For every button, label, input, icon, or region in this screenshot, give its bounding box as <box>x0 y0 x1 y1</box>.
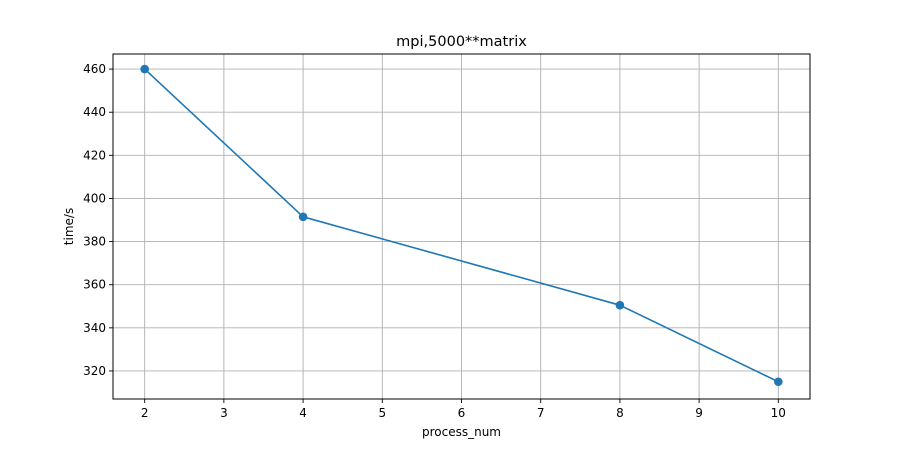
y-tick-label: 420 <box>83 148 106 162</box>
x-tick-label: 6 <box>458 406 466 420</box>
x-tick-label: 7 <box>537 406 545 420</box>
y-tick-label: 460 <box>83 62 106 76</box>
grid-lines <box>113 54 810 399</box>
plot-frame <box>112 53 811 400</box>
data-series <box>140 64 783 387</box>
y-tick-label: 320 <box>83 364 106 378</box>
series-line <box>144 68 779 383</box>
x-tick-label: 8 <box>616 406 624 420</box>
data-point-marker <box>774 377 783 387</box>
axis-ticks: 2 3 4 5 6 7 8 9 10 320 340 360 380 400 420 440 460 <box>83 62 786 420</box>
y-tick-label: 340 <box>83 321 106 335</box>
y-tick-label: 440 <box>83 105 106 119</box>
y-tick-label: 380 <box>83 235 106 249</box>
data-point-marker <box>140 64 149 74</box>
y-tick-label: 360 <box>83 278 106 292</box>
x-tick-label: 10 <box>771 406 786 420</box>
x-tick-label: 4 <box>299 406 307 420</box>
y-tick-label: 400 <box>83 191 106 205</box>
chart-title: mpi,5000**matrix <box>396 34 527 50</box>
x-tick-label: 2 <box>141 406 149 420</box>
data-point-marker <box>615 300 625 310</box>
x-tick-label: 5 <box>378 406 386 420</box>
x-axis-label: process_num <box>422 425 501 439</box>
y-axis-label: time/s <box>62 208 76 245</box>
x-tick-label: 3 <box>220 406 228 420</box>
x-tick-label: 9 <box>695 406 703 420</box>
data-point-marker <box>298 212 308 222</box>
